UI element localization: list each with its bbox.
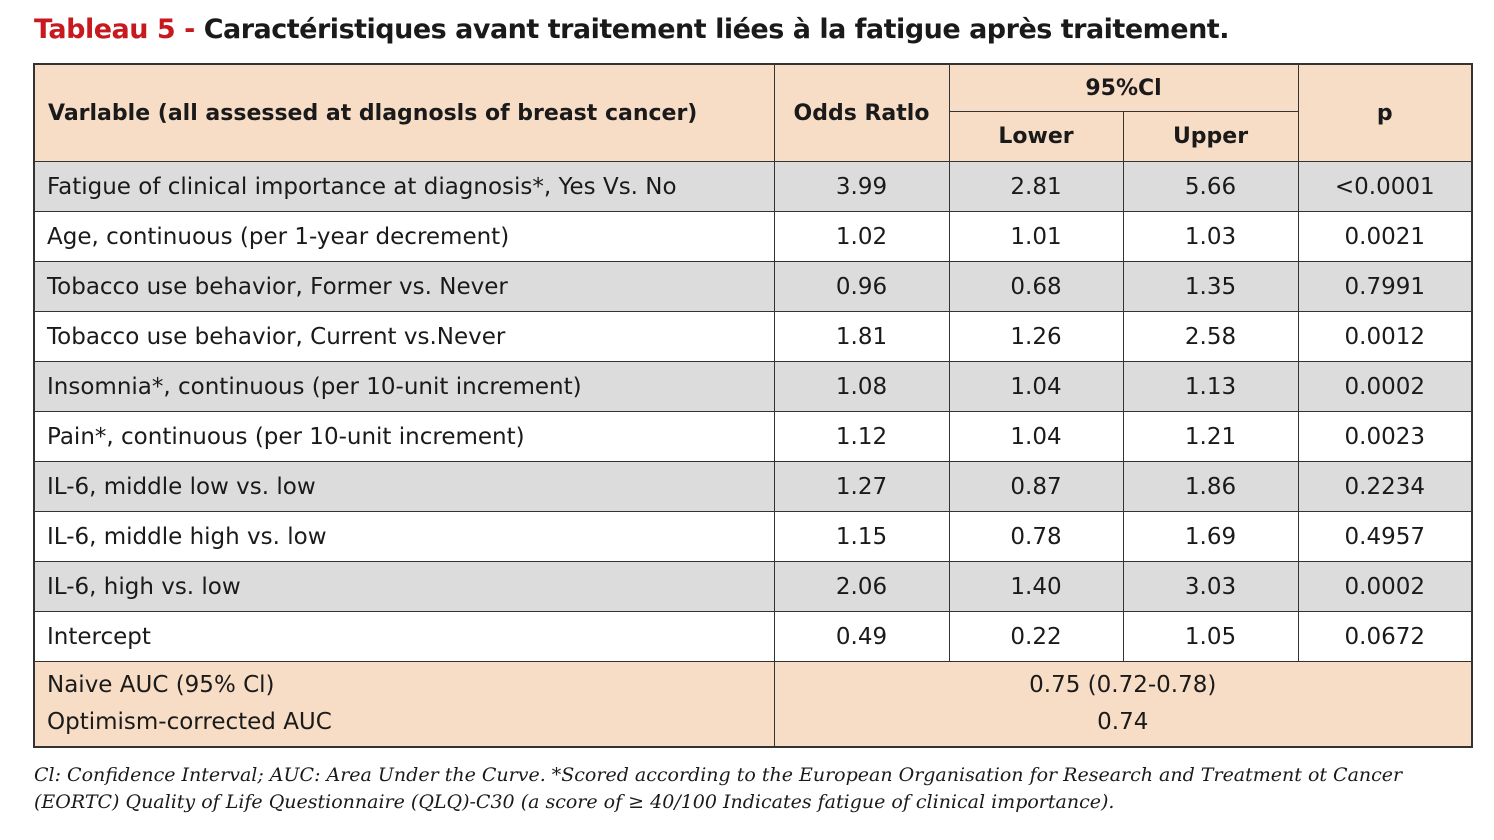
lower-cell: 0.78 [948,511,1124,562]
table-row: Insomnia*, continuous (per 10-unit incre… [33,361,1473,412]
row-label: Fatigue of clinical importance at diagno… [33,161,775,212]
footnote: Cl: Confidence Interval; AUC: Area Under… [34,764,1403,813]
auc-footer: Naive AUC (95% Cl) Optimism-corrected AU… [33,661,1473,748]
lower-cell: 1.04 [948,361,1124,412]
table-row: Intercept 0.49 0.22 1.05 0.0672 [33,611,1473,662]
row-label: Insomnia*, continuous (per 10-unit incre… [33,361,775,412]
odds-ratio-cell: 1.81 [773,311,950,362]
table-title: Tableau 5 - Caractéristiques avant trait… [34,14,1229,45]
upper-cell: 1.21 [1122,411,1299,462]
lower-cell: 2.81 [948,161,1124,212]
table-row: Tobacco use behavior, Current vs.Never 1… [33,311,1473,362]
optimism-auc-value: 0.74 [1097,709,1149,735]
p-cell: 0.0023 [1297,411,1473,462]
upper-cell: 1.86 [1122,461,1299,512]
p-cell: 0.7991 [1297,261,1473,312]
table-header: Varlable (all assessed at dlagnosls of b… [33,63,1473,162]
optimism-auc-label: Optimism-corrected AUC [47,709,332,735]
odds-ratio-cell: 0.96 [773,261,950,312]
naive-auc-label: Naive AUC (95% Cl) [47,672,275,698]
header-p: p [1297,63,1473,162]
auc-values: 0.75 (0.72-0.78) 0.74 [773,661,1473,748]
table-row: IL-6, middle low vs. low 1.27 0.87 1.86 … [33,461,1473,512]
lower-cell: 0.87 [948,461,1124,512]
upper-cell: 5.66 [1122,161,1299,212]
p-cell: 0.0672 [1297,611,1473,662]
lower-cell: 1.40 [948,561,1124,612]
upper-cell: 1.69 [1122,511,1299,562]
header-variable: Varlable (all assessed at dlagnosls of b… [33,63,775,162]
naive-auc-value: 0.75 (0.72-0.78) [1029,672,1217,698]
table-title-text: Caractéristiques avant traitement liées … [203,14,1230,45]
upper-cell: 1.35 [1122,261,1299,312]
row-label: IL-6, high vs. low [33,561,775,612]
p-cell: 0.0002 [1297,361,1473,412]
p-cell: 0.0002 [1297,561,1473,612]
odds-ratio-cell: 2.06 [773,561,950,612]
lower-cell: 1.04 [948,411,1124,462]
upper-cell: 1.05 [1122,611,1299,662]
odds-ratio-cell: 1.15 [773,511,950,562]
row-label: Pain*, continuous (per 10-unit increment… [33,411,775,462]
row-label: Age, continuous (per 1-year decrement) [33,211,775,262]
p-cell: <0.0001 [1297,161,1473,212]
p-cell: 0.0012 [1297,311,1473,362]
upper-cell: 3.03 [1122,561,1299,612]
header-odds-ratio: Odds Ratlo [773,63,950,162]
table-body: Fatigue of clinical importance at diagno… [33,161,1473,662]
odds-ratio-cell: 1.27 [773,461,950,512]
row-label: Tobacco use behavior, Former vs. Never [33,261,775,312]
lower-cell: 0.22 [948,611,1124,662]
upper-cell: 2.58 [1122,311,1299,362]
p-cell: 0.0021 [1297,211,1473,262]
header-upper: Upper [1122,111,1299,162]
table-row: Pain*, continuous (per 10-unit increment… [33,411,1473,462]
odds-ratio-cell: 1.12 [773,411,950,462]
lower-cell: 0.68 [948,261,1124,312]
header-ci: 95%Cl [948,63,1299,113]
table-row: Fatigue of clinical importance at diagno… [33,161,1473,212]
odds-ratio-cell: 1.02 [773,211,950,262]
p-cell: 0.4957 [1297,511,1473,562]
auc-labels: Naive AUC (95% Cl) Optimism-corrected AU… [33,661,775,748]
lower-cell: 1.26 [948,311,1124,362]
row-label: IL-6, middle low vs. low [33,461,775,512]
table-row: IL-6, high vs. low 2.06 1.40 3.03 0.0002 [33,561,1473,612]
upper-cell: 1.03 [1122,211,1299,262]
odds-ratio-cell: 1.08 [773,361,950,412]
results-table: Varlable (all assessed at dlagnosls of b… [33,63,1474,748]
table-number: Tableau 5 - [34,14,195,45]
lower-cell: 1.01 [948,211,1124,262]
header-lower: Lower [948,111,1124,162]
p-cell: 0.2234 [1297,461,1473,512]
odds-ratio-cell: 3.99 [773,161,950,212]
table-row: Age, continuous (per 1-year decrement) 1… [33,211,1473,262]
table-row: Tobacco use behavior, Former vs. Never 0… [33,261,1473,312]
upper-cell: 1.13 [1122,361,1299,412]
row-label: IL-6, middle high vs. low [33,511,775,562]
row-label: Intercept [33,611,775,662]
odds-ratio-cell: 0.49 [773,611,950,662]
table-row: IL-6, middle high vs. low 1.15 0.78 1.69… [33,511,1473,562]
row-label: Tobacco use behavior, Current vs.Never [33,311,775,362]
